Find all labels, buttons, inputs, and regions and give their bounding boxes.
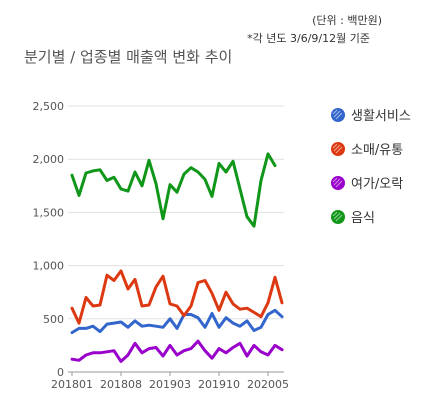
legend-label: 음식 <box>351 211 375 226</box>
legend-marker <box>331 108 345 122</box>
x-tick-label: 201808 <box>100 378 142 391</box>
y-tick-label: 1,000 <box>33 260 65 273</box>
legend-marker-hatch <box>332 109 343 120</box>
y-tick-label: 2,000 <box>33 153 65 166</box>
unit-note: (단위 : 백만원) <box>312 14 382 27</box>
x-tick-label: 202005 <box>247 378 289 391</box>
y-tick-label: 0 <box>57 366 64 379</box>
x-axis: 201801 201808 201903 201910 202005 <box>51 372 289 391</box>
legend-marker <box>331 176 345 190</box>
legend-item: 소매/유통 <box>331 142 403 158</box>
x-tick-label: 201801 <box>51 378 93 391</box>
series-line-1 <box>70 308 284 335</box>
x-tick-label: 201910 <box>198 378 240 391</box>
y-axis: 0 500 1,000 1,500 2,000 2,500 <box>33 100 65 379</box>
legend-item: 여가/오락 <box>331 176 403 192</box>
legend-marker <box>331 210 345 224</box>
series-line-2 <box>70 269 284 325</box>
legend-item: 음식 <box>331 210 375 226</box>
legend-label: 여가/오락 <box>351 177 403 192</box>
legend-marker <box>331 142 345 156</box>
y-tick-label: 1,500 <box>33 206 65 219</box>
legend-marker-hatch <box>332 143 343 154</box>
legend-label: 생활서비스 <box>351 109 411 124</box>
chart-title: 분기별 / 업종별 매출액 변화 추이 <box>24 48 233 66</box>
legend-marker-hatch <box>332 177 343 188</box>
basis-note: *각 년도 3/6/9/12월 기준 <box>247 32 370 45</box>
legend-item: 생활서비스 <box>331 108 411 124</box>
series-lines <box>70 152 284 363</box>
legend-marker-hatch <box>332 211 343 222</box>
gridlines <box>68 105 284 373</box>
legend-label: 소매/유통 <box>351 143 403 158</box>
series-line-3 <box>70 339 284 363</box>
x-tick-label: 201903 <box>149 378 191 391</box>
y-tick-label: 500 <box>43 313 64 326</box>
series-line-4 <box>70 152 277 228</box>
y-tick-label: 2,500 <box>33 100 65 113</box>
